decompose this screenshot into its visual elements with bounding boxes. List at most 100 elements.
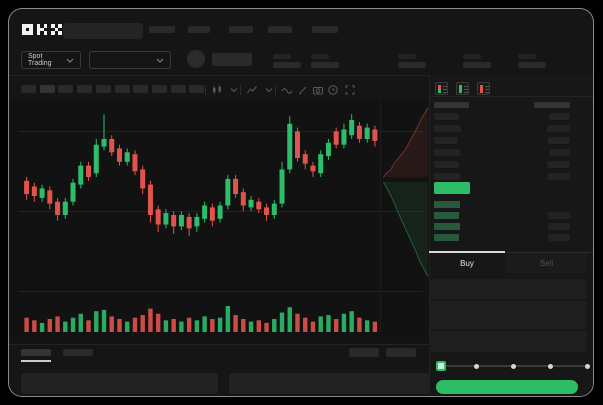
last-price-row[interactable] — [434, 182, 470, 194]
orderbook-price-header — [434, 102, 469, 108]
ask-amount-1[interactable] — [547, 125, 570, 132]
toggle-line — [485, 88, 489, 90]
ticker-stat-label-2 — [398, 54, 416, 59]
sell-tab[interactable]: Sell — [506, 253, 587, 273]
fullscreen-icon[interactable] — [344, 84, 357, 97]
book-asks-only-toggle[interactable] — [477, 82, 490, 95]
toggle-color-bar — [459, 85, 462, 93]
bid-amount-2[interactable] — [548, 223, 570, 230]
bid-price-2[interactable] — [434, 223, 460, 230]
toggle-line — [464, 88, 468, 90]
bid-price-1[interactable] — [434, 212, 459, 219]
buy-submit-button[interactable] — [436, 380, 578, 394]
buy-tab-label: Buy — [460, 258, 474, 268]
slider-stop-50[interactable] — [511, 363, 516, 369]
subheader-divider — [9, 75, 593, 76]
market-type-label: Spot Trading — [28, 53, 52, 67]
bottom-action-button-1[interactable] — [386, 348, 416, 357]
ask-amount-5[interactable] — [548, 173, 570, 180]
coin-avatar — [187, 50, 205, 68]
nav-item-0[interactable] — [149, 26, 175, 33]
book-combined-toggle[interactable] — [435, 82, 448, 95]
timeframe-button-4[interactable] — [95, 85, 111, 93]
chevron-down-icon[interactable] — [263, 84, 276, 97]
pair-dropdown[interactable] — [89, 51, 171, 69]
tab-divider — [505, 252, 593, 253]
timeframe-button-0[interactable] — [21, 85, 36, 93]
ask-amount-0[interactable] — [549, 113, 570, 120]
ticker-stat-value-0 — [273, 62, 301, 68]
timeframe-button-2[interactable] — [58, 85, 74, 93]
slider-stop-100[interactable] — [584, 363, 590, 369]
timeframe-button-3[interactable] — [77, 85, 93, 93]
buy-tab[interactable]: Buy — [429, 253, 505, 273]
chevron-down-icon[interactable] — [228, 84, 241, 97]
orderbook-toggle-divider — [429, 96, 593, 97]
ask-amount-4[interactable] — [547, 161, 570, 168]
bid-price-0[interactable] — [434, 201, 460, 208]
nav-item-3[interactable] — [268, 26, 292, 33]
toggle-line — [443, 85, 447, 87]
order-total-field[interactable] — [429, 331, 587, 352]
toggle-line — [464, 85, 468, 87]
toggle-line — [443, 91, 447, 93]
bottom-action-button-0[interactable] — [349, 348, 379, 357]
ask-price-4[interactable] — [434, 161, 459, 168]
market-type-dropdown[interactable]: Spot Trading — [21, 51, 81, 69]
nav-item-1[interactable] — [188, 26, 210, 33]
toolbar-separator — [240, 85, 241, 95]
bottom-tab-0[interactable] — [21, 349, 51, 356]
okx-logo-letter-X — [51, 24, 62, 35]
ask-amount-3[interactable] — [549, 149, 570, 156]
chevron-down-icon — [156, 58, 164, 63]
ticker-stat-value-1 — [311, 62, 339, 68]
ask-amount-2[interactable] — [548, 137, 570, 144]
ticker-stat-label-3 — [463, 54, 481, 59]
okx-logo-letter-O — [22, 24, 33, 35]
ask-price-2[interactable] — [434, 137, 458, 144]
timeframe-button-7[interactable] — [151, 85, 167, 93]
ticker-stat-label-1 — [311, 54, 329, 59]
bid-price-3[interactable] — [434, 234, 459, 241]
timeframe-button-1[interactable] — [39, 85, 55, 93]
bid-amount-1[interactable] — [548, 212, 570, 219]
pair-name-placeholder — [212, 53, 252, 66]
sell-tab-label: Sell — [539, 258, 554, 268]
slider-stop-25[interactable] — [474, 363, 480, 369]
ticker-stat-value-4 — [518, 62, 546, 68]
slider-stop-75[interactable] — [547, 363, 553, 369]
nav-item-4[interactable] — [312, 26, 338, 33]
timeframe-button-6[interactable] — [133, 85, 149, 93]
indicators-icon[interactable] — [246, 84, 259, 97]
line-overlay-icon[interactable] — [281, 84, 294, 97]
amount-slider-handle[interactable] — [436, 361, 446, 371]
timeframe-button-5[interactable] — [114, 85, 130, 93]
chart-settings-icon[interactable] — [327, 84, 340, 97]
ask-price-3[interactable] — [434, 149, 460, 156]
ask-price-0[interactable] — [434, 113, 459, 120]
candle-style-icon[interactable] — [211, 84, 224, 97]
timeframe-button-9[interactable] — [189, 85, 205, 93]
timeframe-button-8[interactable] — [170, 85, 186, 93]
order-amount-field[interactable] — [429, 301, 587, 329]
camera-snapshot-icon[interactable] — [312, 84, 325, 97]
ask-price-5[interactable] — [434, 173, 460, 180]
ticker-stat-label-0 — [273, 54, 291, 59]
sell-tab-bg — [506, 253, 587, 273]
toggle-color-bar — [438, 85, 441, 89]
search-bar[interactable] — [63, 23, 143, 39]
okx-logo[interactable] — [22, 24, 62, 35]
order-price-field[interactable] — [429, 279, 587, 299]
price-chart[interactable] — [9, 99, 429, 343]
bottom-tab-1[interactable] — [63, 349, 93, 356]
bottom-table-area-0 — [21, 373, 218, 394]
book-bids-only-toggle[interactable] — [456, 82, 469, 95]
bottom-tab-active-indicator — [21, 360, 51, 362]
toggle-color-bar — [480, 85, 483, 93]
bid-amount-3[interactable] — [548, 234, 570, 241]
ask-price-1[interactable] — [434, 125, 461, 132]
draw-pencil-icon[interactable] — [297, 84, 310, 97]
okx-app-window: Spot Trading Buy Sell — [8, 8, 594, 397]
nav-item-2[interactable] — [229, 26, 253, 33]
